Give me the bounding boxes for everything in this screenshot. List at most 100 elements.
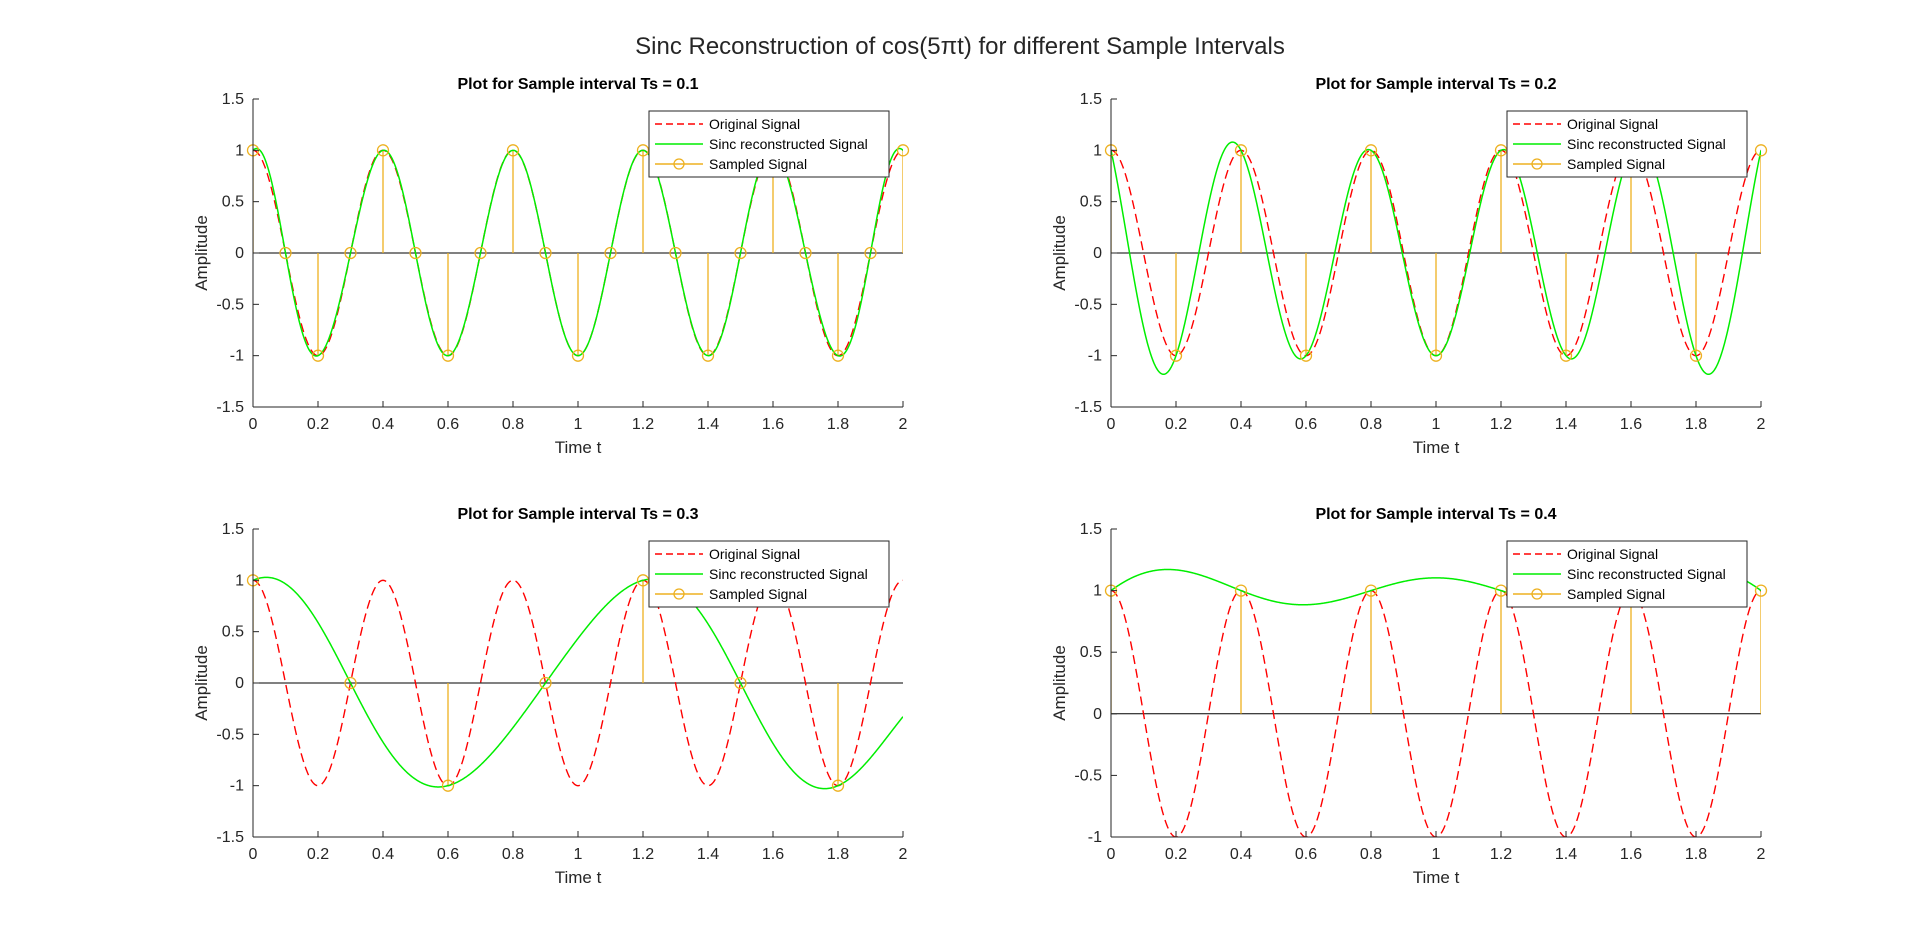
- legend-label: Sinc reconstructed Signal: [1567, 566, 1726, 582]
- original-signal-line: [1111, 589, 1761, 837]
- x-axis-label: Time t: [1413, 868, 1460, 887]
- plot-area: [1111, 568, 1761, 837]
- sample-marker: [1689, 349, 1703, 362]
- sample-marker: [376, 144, 390, 157]
- y-tick-label: -1: [1088, 829, 1102, 846]
- x-tick-label: 0.6: [437, 416, 459, 433]
- subplot-title: Plot for Sample interval Ts = 0.1: [457, 76, 698, 93]
- y-tick-label: -1.5: [216, 399, 244, 416]
- y-tick-label: 1: [1093, 583, 1102, 600]
- sample-marker: [344, 676, 357, 690]
- sample-marker: [1429, 349, 1443, 362]
- sample-marker: [1234, 584, 1248, 597]
- x-tick-label: 1.6: [1620, 846, 1642, 863]
- x-tick-label: 0.2: [307, 846, 329, 863]
- sample-marker: [506, 144, 520, 157]
- subplot-3: Plot for Sample interval Ts = 0.3 0 0.2 0.4…: [192, 506, 908, 887]
- y-tick-label: 1.5: [222, 91, 244, 108]
- sample-marker: [734, 246, 747, 260]
- x-tick-label: 0: [249, 846, 258, 863]
- x-tick-label: 0.8: [502, 846, 524, 863]
- x-tick-label: 0.2: [307, 416, 329, 433]
- x-tick-label: 1: [574, 846, 583, 863]
- legend-label: Sampled Signal: [1567, 156, 1665, 172]
- sample-marker: [831, 779, 845, 792]
- y-tick-label: -1.5: [1074, 399, 1102, 416]
- x-tick-label: 0.2: [1165, 846, 1187, 863]
- x-tick-label: 2: [1757, 416, 1766, 433]
- y-tick-label: 1.5: [1080, 91, 1102, 108]
- sample-marker: [669, 246, 682, 260]
- y-tick-label: 0.5: [1080, 194, 1102, 211]
- sample-marker: [474, 246, 487, 260]
- legend-label: Sinc reconstructed Signal: [709, 136, 868, 152]
- sample-marker: [1169, 349, 1183, 362]
- subplot-4: Plot for Sample interval Ts = 0.4 0 0.2 0.4…: [1050, 506, 1768, 887]
- y-tick-label: 0.5: [1080, 644, 1102, 661]
- reconstructed-signal-line: [253, 147, 903, 357]
- y-tick-label: -0.5: [216, 296, 244, 313]
- x-tick-label: 0: [1107, 846, 1116, 863]
- subplot-1: Plot for Sample interval Ts = 0.1 0 0.2 0.4…: [192, 76, 910, 457]
- y-tick-label: 0: [235, 245, 244, 262]
- plot-area: [253, 576, 903, 790]
- sample-marker: [539, 246, 552, 260]
- sample-marker: [1559, 349, 1573, 362]
- x-tick-label: 1.4: [697, 416, 719, 433]
- x-tick-label: 1: [574, 416, 583, 433]
- y-tick-label: 0: [1093, 706, 1102, 723]
- x-axis-label: Time t: [555, 868, 602, 887]
- sample-marker: [409, 246, 422, 260]
- y-tick-label: -0.5: [216, 726, 244, 743]
- legend-marker: [673, 158, 685, 170]
- sample-marker: [1754, 584, 1768, 597]
- y-tick-label: 1: [235, 572, 244, 589]
- reconstructed-signal-line: [253, 576, 903, 790]
- subplots: Plot for Sample interval Ts = 0.1 0 0.2 0.4…: [192, 76, 1768, 887]
- y-axis-label: Amplitude: [192, 645, 211, 721]
- x-tick-label: 0.4: [372, 846, 394, 863]
- legend-label: Sinc reconstructed Signal: [709, 566, 868, 582]
- legend-label: Sampled Signal: [709, 156, 807, 172]
- legend: Original Signal Sinc reconstructed Signal…: [1506, 110, 1748, 178]
- x-tick-label: 1.4: [1555, 416, 1577, 433]
- plot-area: [253, 147, 903, 357]
- y-tick-label: -0.5: [1074, 296, 1102, 313]
- y-tick-label: -1: [230, 348, 244, 365]
- y-tick-label: 1: [1093, 142, 1102, 159]
- sample-marker: [604, 246, 617, 260]
- x-tick-label: 1.8: [1685, 416, 1707, 433]
- legend-label: Original Signal: [1567, 116, 1658, 132]
- x-tick-label: 0: [1107, 416, 1116, 433]
- x-tick-label: 0.4: [1230, 846, 1252, 863]
- subplot-title: Plot for Sample interval Ts = 0.4: [1315, 506, 1556, 523]
- sample-marker: [441, 779, 455, 792]
- x-tick-label: 1.8: [827, 416, 849, 433]
- legend-marker: [1531, 158, 1543, 170]
- legend-marker: [1531, 588, 1543, 600]
- sample-marker: [1754, 144, 1768, 157]
- x-tick-label: 0: [249, 416, 258, 433]
- figure-title: Sinc Reconstruction of cos(5πt) for diff…: [635, 33, 1285, 60]
- sample-marker: [896, 144, 910, 157]
- x-tick-label: 1.4: [1555, 846, 1577, 863]
- subplot-2: Plot for Sample interval Ts = 0.2 0 0.2 0.4…: [1050, 76, 1768, 457]
- x-tick-label: 0.4: [1230, 416, 1252, 433]
- x-tick-label: 1: [1432, 846, 1441, 863]
- sample-marker: [539, 676, 552, 690]
- x-tick-label: 1: [1432, 416, 1441, 433]
- y-tick-label: 1.5: [222, 521, 244, 538]
- sample-marker: [279, 246, 292, 260]
- y-tick-label: -1: [1088, 348, 1102, 365]
- y-tick-label: 0: [1093, 245, 1102, 262]
- original-signal-line: [253, 579, 903, 787]
- sample-marker: [1364, 584, 1378, 597]
- y-tick-label: -1.5: [216, 829, 244, 846]
- sample-marker: [734, 676, 747, 690]
- y-tick-label: 0.5: [222, 624, 244, 641]
- y-tick-label: -1: [230, 778, 244, 795]
- sample-marker: [1234, 144, 1248, 157]
- x-tick-label: 2: [899, 416, 908, 433]
- y-axis-label: Amplitude: [1050, 645, 1069, 721]
- x-tick-label: 1.8: [1685, 846, 1707, 863]
